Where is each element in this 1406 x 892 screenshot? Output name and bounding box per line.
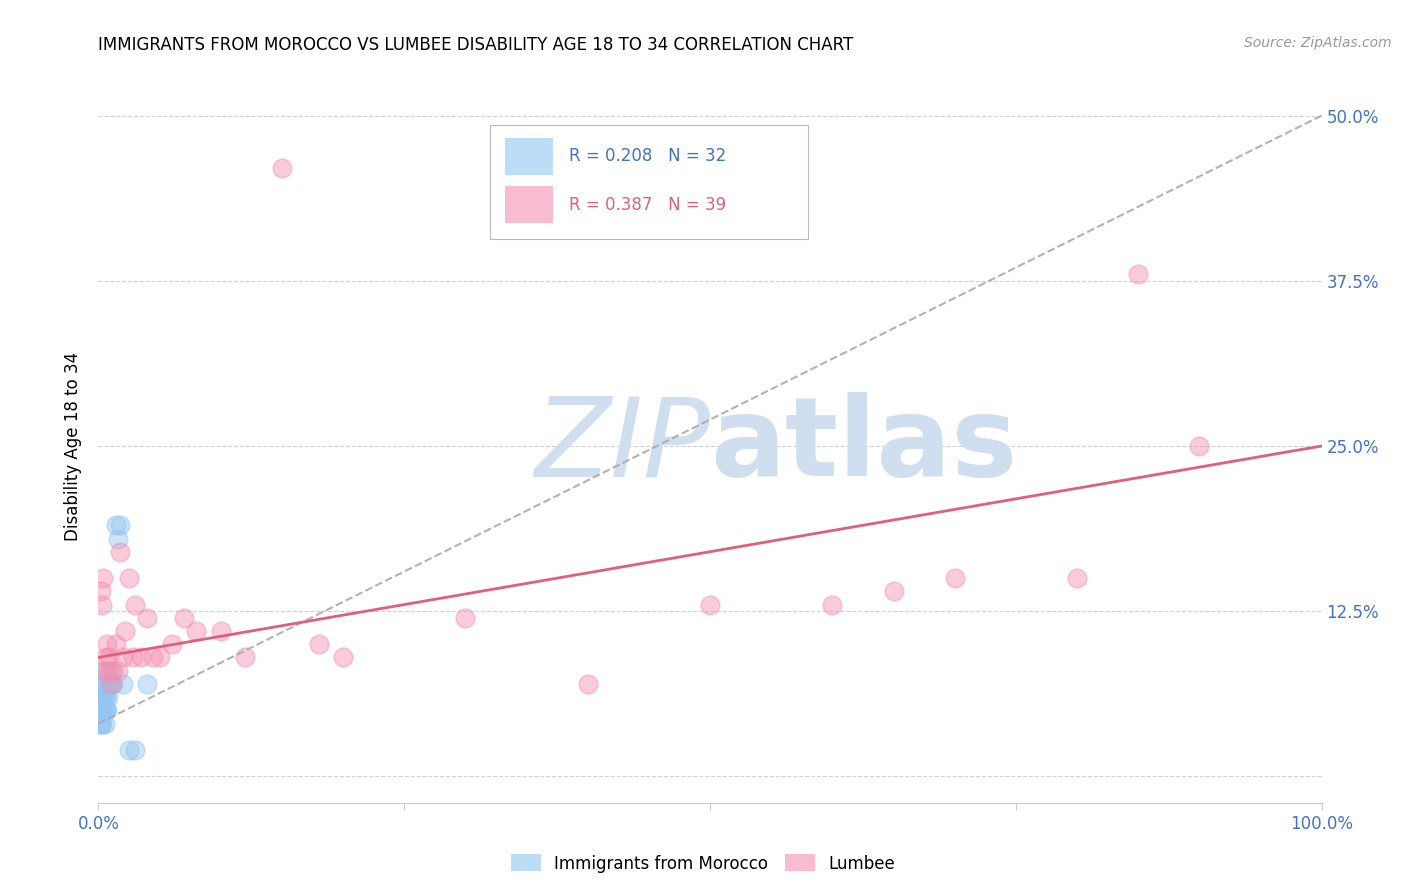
Point bbox=[1128, 267, 1150, 281]
Point bbox=[90, 584, 112, 599]
Point bbox=[943, 571, 966, 585]
Point bbox=[89, 703, 111, 717]
Point bbox=[136, 611, 159, 625]
Point bbox=[91, 677, 114, 691]
Point bbox=[91, 690, 114, 704]
Text: atlas: atlas bbox=[710, 392, 1018, 500]
Point bbox=[94, 703, 117, 717]
Point bbox=[124, 743, 146, 757]
Point bbox=[97, 664, 120, 678]
Point bbox=[93, 703, 115, 717]
Point bbox=[121, 650, 143, 665]
Point bbox=[91, 598, 114, 612]
Point bbox=[101, 664, 124, 678]
Point bbox=[308, 637, 330, 651]
Text: Source: ZipAtlas.com: Source: ZipAtlas.com bbox=[1244, 36, 1392, 50]
Bar bbox=[505, 186, 554, 223]
Point bbox=[136, 677, 159, 691]
Point bbox=[93, 716, 115, 731]
Point bbox=[91, 716, 114, 731]
Point bbox=[107, 664, 129, 678]
Point bbox=[111, 650, 134, 665]
Point bbox=[93, 690, 115, 704]
Point bbox=[91, 690, 114, 704]
FancyBboxPatch shape bbox=[489, 125, 808, 239]
Point bbox=[270, 161, 294, 176]
Point bbox=[89, 690, 111, 704]
Point bbox=[96, 703, 118, 717]
Point bbox=[90, 677, 112, 691]
Point bbox=[186, 624, 208, 638]
Point bbox=[233, 650, 256, 665]
Point bbox=[1188, 439, 1211, 453]
Point bbox=[90, 703, 112, 717]
Point bbox=[93, 664, 115, 678]
Point bbox=[91, 664, 114, 678]
Point bbox=[699, 598, 721, 612]
Point bbox=[142, 650, 165, 665]
Y-axis label: Disability Age 18 to 34: Disability Age 18 to 34 bbox=[65, 351, 83, 541]
Point bbox=[96, 637, 118, 651]
Point bbox=[96, 677, 118, 691]
Point bbox=[94, 650, 117, 665]
Point bbox=[110, 518, 132, 533]
Point bbox=[107, 532, 129, 546]
Point bbox=[91, 703, 114, 717]
Point bbox=[90, 716, 112, 731]
Point bbox=[111, 677, 134, 691]
Text: R = 0.387   N = 39: R = 0.387 N = 39 bbox=[569, 196, 727, 214]
Point bbox=[97, 690, 120, 704]
Point bbox=[821, 598, 844, 612]
Point bbox=[454, 611, 477, 625]
Point bbox=[332, 650, 354, 665]
Point bbox=[91, 571, 114, 585]
Point bbox=[98, 650, 121, 665]
Point bbox=[101, 677, 124, 691]
Point bbox=[110, 545, 132, 559]
Point bbox=[104, 518, 127, 533]
Point bbox=[118, 743, 141, 757]
Point bbox=[94, 690, 117, 704]
Point bbox=[89, 716, 111, 731]
Point bbox=[883, 584, 905, 599]
Point bbox=[1066, 571, 1088, 585]
Point bbox=[114, 624, 136, 638]
Point bbox=[124, 598, 146, 612]
Point bbox=[149, 650, 172, 665]
Point bbox=[104, 637, 127, 651]
Point bbox=[98, 677, 121, 691]
Point bbox=[118, 571, 141, 585]
Text: R = 0.208   N = 32: R = 0.208 N = 32 bbox=[569, 147, 727, 165]
Point bbox=[91, 703, 114, 717]
Bar bbox=[505, 137, 554, 175]
Point bbox=[129, 650, 152, 665]
Point bbox=[576, 677, 599, 691]
Text: ZIP: ZIP bbox=[534, 392, 710, 500]
Point bbox=[101, 677, 124, 691]
Point bbox=[160, 637, 183, 651]
Point bbox=[100, 664, 122, 678]
Legend: Immigrants from Morocco, Lumbee: Immigrants from Morocco, Lumbee bbox=[505, 847, 901, 880]
Point bbox=[209, 624, 232, 638]
Point bbox=[173, 611, 195, 625]
Text: IMMIGRANTS FROM MOROCCO VS LUMBEE DISABILITY AGE 18 TO 34 CORRELATION CHART: IMMIGRANTS FROM MOROCCO VS LUMBEE DISABI… bbox=[98, 36, 853, 54]
Point bbox=[100, 677, 122, 691]
